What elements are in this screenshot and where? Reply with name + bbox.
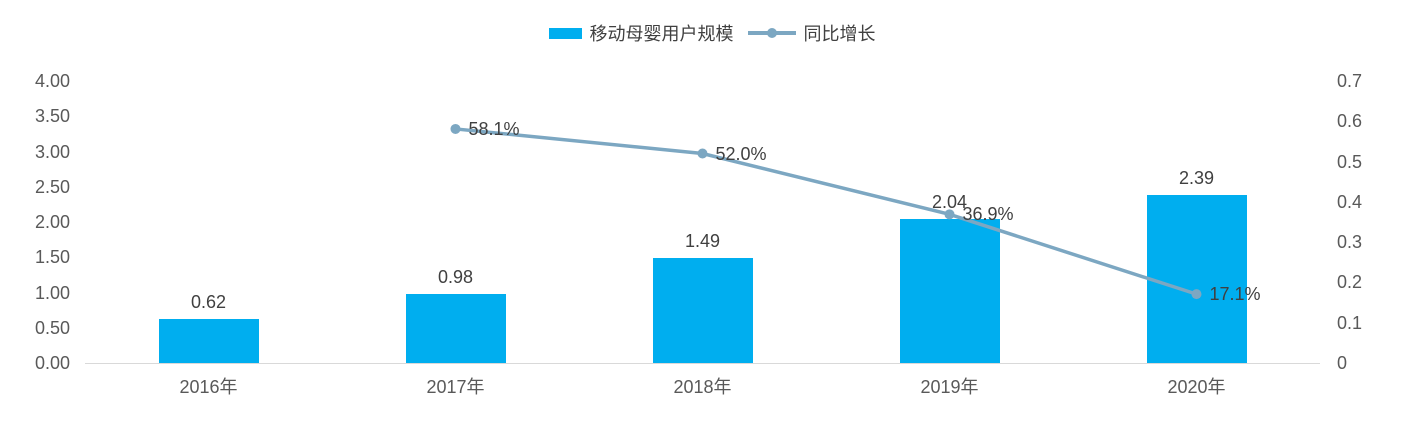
bar-series-swatch-icon [548, 27, 582, 39]
line-value-label: 17.1% [1209, 284, 1261, 305]
bar-value-label: 2.39 [1178, 167, 1215, 188]
right-axis-tick-label: 0.6 [1337, 111, 1363, 132]
right-axis-tick-label: 0.7 [1337, 71, 1363, 91]
legend-item-line-series: 同比增长 [747, 20, 876, 46]
bar-2020年 [1146, 194, 1247, 363]
line-marker-icon [450, 123, 461, 134]
right-axis-tick-label: 0.3 [1337, 232, 1363, 253]
left-axis-tick-label: 3.50 [34, 106, 70, 127]
line-series-marker-icon [747, 27, 796, 39]
x-axis-line [85, 363, 1320, 364]
x-axis-category-label: 2018年 [673, 377, 732, 397]
x-axis-category-label: 2019年 [920, 377, 979, 397]
left-axis-tick-label: 4.00 [34, 71, 70, 91]
bar-2016年 [158, 319, 259, 363]
bar-value-label: 0.62 [190, 292, 227, 313]
left-axis-tick-label: 1.50 [34, 247, 70, 268]
x-axis-category-label: 2020年 [1167, 377, 1226, 397]
bar-2017年 [405, 293, 506, 363]
right-axis-tick-label: 0.4 [1337, 191, 1363, 212]
legend-item-bar-series: 移动母婴用户规模 [548, 20, 734, 46]
line-value-label: 58.1% [468, 118, 520, 139]
right-axis-tick-label: 0.5 [1337, 151, 1363, 172]
left-axis-tick-label: 2.00 [34, 212, 70, 232]
bar-value-label: 0.98 [437, 266, 474, 287]
right-axis-tick-label: 0.1 [1337, 312, 1363, 333]
growth-line-path [455, 127, 1198, 296]
left-axis-tick-label: 0.00 [34, 353, 70, 373]
x-axis-category-label: 2016年 [179, 377, 238, 397]
left-axis-tick-label: 1.00 [34, 282, 70, 303]
left-axis-tick-label: 2.50 [34, 176, 70, 197]
x-axis-category-label: 2017年 [426, 377, 485, 397]
line-value-label: 36.9% [962, 204, 1014, 225]
right-axis-tick-label: 0.2 [1337, 272, 1363, 293]
right-axis-tick-label: 0 [1337, 353, 1348, 373]
line-value-label: 52.0% [715, 143, 767, 164]
line-marker-icon [697, 148, 708, 159]
bar-2019年 [899, 219, 1000, 363]
bar-series-legend-label: 移动母婴用户规模 [589, 24, 734, 44]
left-axis-tick-label: 0.50 [34, 317, 70, 338]
line-series-legend-label: 同比增长 [803, 24, 876, 44]
bar-2018年 [652, 257, 753, 363]
legend: 移动母婴用户规模 同比增长 [0, 20, 1424, 46]
bar-value-label: 1.49 [684, 230, 721, 251]
left-axis-tick-label: 3.00 [34, 141, 70, 162]
